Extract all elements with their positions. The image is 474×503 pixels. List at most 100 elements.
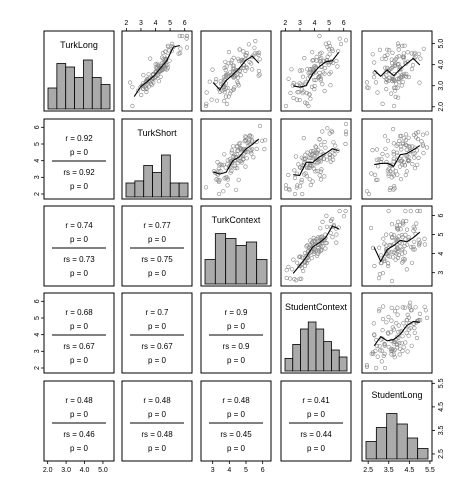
spearman-rs: rs = 0.67 [141,342,173,351]
scatter-point [402,43,407,48]
scatter-point [294,97,300,102]
scatter-point [296,162,301,167]
scatter-point [324,157,330,162]
scatter-point [376,164,381,169]
scatter-point [371,351,376,357]
scatter-point [369,351,374,356]
scatter-point [370,350,376,355]
tick-label: 5 [34,142,41,146]
panel-frame [280,205,352,287]
smooth-line [373,320,420,347]
scatter-point [407,303,412,308]
scatter-point [383,146,388,151]
scatter-point [207,79,212,84]
scatter-point [260,138,265,143]
scatter-point [373,365,379,371]
scatter-point [401,54,406,59]
scatter-point [415,137,421,142]
scatter-point [303,152,308,157]
scatter-point [305,165,310,171]
scatter-point [382,365,388,371]
scatter-point [386,331,391,336]
scatter-point [301,136,306,141]
scatter-point [317,33,322,39]
tick-label: 3 [34,349,41,353]
scatter-point [415,208,420,214]
scatter-point [228,170,233,175]
scatter-point [398,74,403,80]
tick-label: 4 [227,467,231,474]
scatter-point [243,138,248,143]
scatter-point [321,156,327,161]
scatter-point [234,187,239,192]
scatter-point [308,67,313,72]
scatter-point [398,144,404,149]
scatter-point [407,158,412,163]
histogram-bar [169,182,180,198]
scatter-point [416,237,421,242]
scatter-point [327,71,332,76]
scatter-point [412,166,418,171]
scatter-point [309,84,315,89]
spearman-rs: rs = 0.9 [223,342,250,351]
scatter-point [374,147,380,152]
scatter-point [155,61,160,66]
scatter-point [298,184,303,189]
scatter-point [295,90,300,95]
scatter-point [393,94,398,99]
smooth-line [374,145,421,168]
scatter-point [401,345,406,350]
scatter-point [404,267,409,272]
spearman-rs: rs = 0.44 [300,430,332,439]
scatter-point [204,90,209,95]
scatter-point [396,95,401,100]
scatter-point [374,157,379,162]
scatter-point [372,60,377,65]
panel-frame [200,380,272,462]
scatter-point [313,248,318,253]
scatter-point [414,148,420,153]
scatter-point [385,77,390,83]
scatter-point [409,308,414,313]
tick-label: 3.5 [384,467,394,474]
scatter-point [311,57,316,63]
scatter-point [235,166,240,171]
scatter-point [245,66,250,71]
scatter-point [394,321,399,326]
scatter-point [292,168,297,173]
scatter-point [385,47,390,52]
scatter-point [424,145,430,150]
scatter-point [392,186,397,191]
scatter-point [232,163,237,168]
scatter-point [284,275,289,281]
scatter-point [216,166,221,171]
scatter-point [417,208,423,214]
scatter-point [304,90,310,96]
scatter-point [389,232,394,237]
scatter-point [310,66,315,72]
scatter-point [335,148,340,153]
scatter-point [300,191,305,197]
scatter-point [377,47,383,53]
scatter-point [377,307,382,312]
scatter-point [229,60,234,65]
panel-frame [43,118,115,200]
scatter-point [402,243,407,249]
scatter-point [395,255,401,261]
scatter-point [231,87,236,92]
pearson-r: r = 0.92 [65,134,93,143]
histogram-bar [74,77,84,110]
scatter-point [226,61,231,66]
scatter-point [318,169,324,174]
scatter-point [403,173,408,178]
tick-label: 4 [34,159,41,163]
panel-frame [43,292,115,374]
scatter-point [283,103,289,109]
scatter-point [371,75,377,80]
scatter-point [221,189,226,194]
scatter-point [164,62,169,68]
scatter-point [420,132,426,137]
scatter-point [396,219,401,224]
scatter-point [159,55,165,60]
scatter-point [412,239,417,244]
